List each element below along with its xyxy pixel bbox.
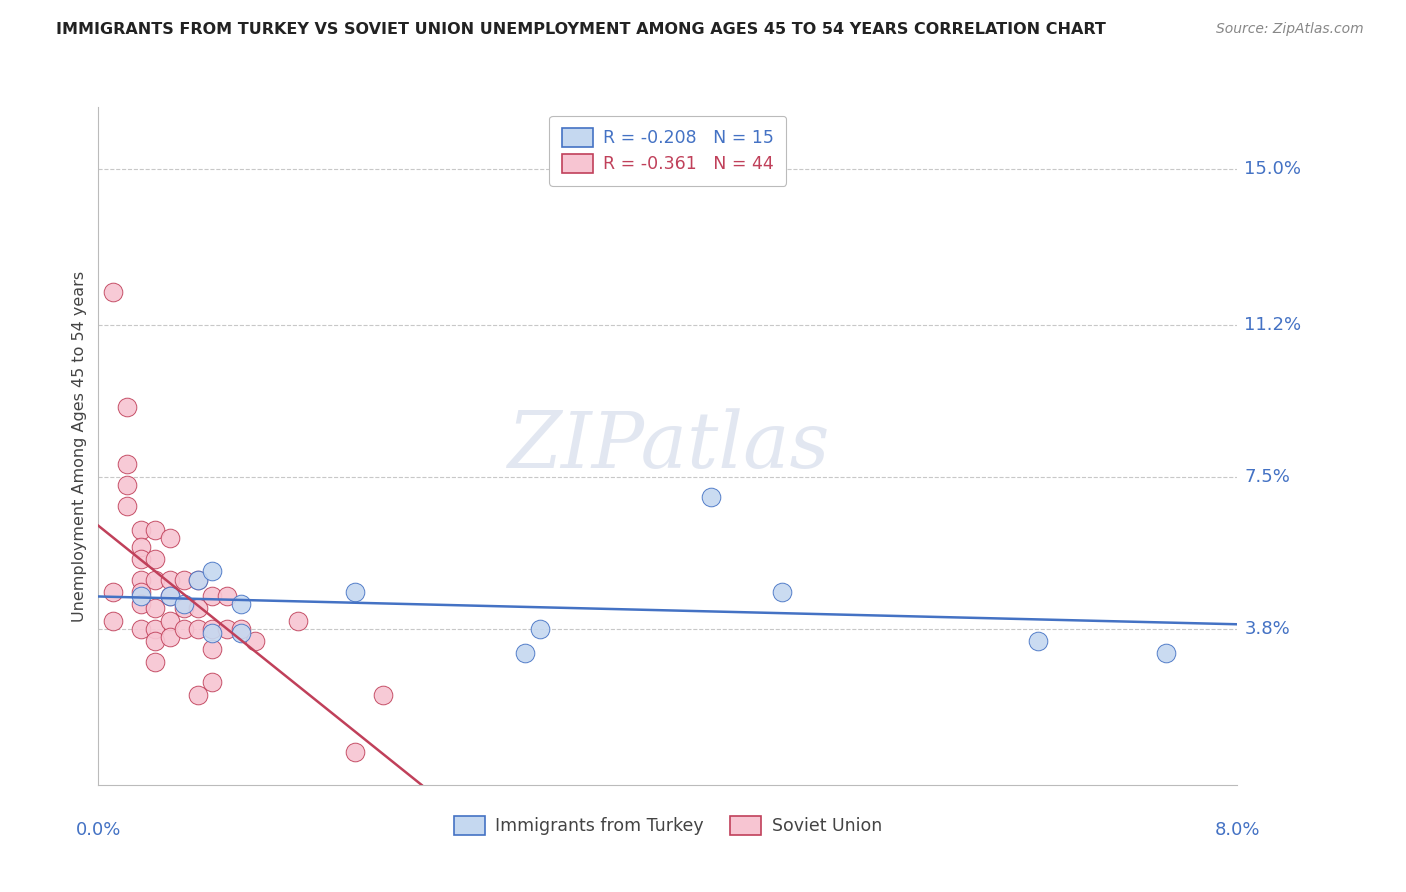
Point: [145, 622, 167, 636]
Point: [287, 614, 309, 628]
Point: [145, 573, 167, 587]
Point: [201, 589, 224, 603]
Point: [343, 585, 366, 599]
Point: [187, 622, 209, 636]
Text: IMMIGRANTS FROM TURKEY VS SOVIET UNION UNEMPLOYMENT AMONG AGES 45 TO 54 YEARS CO: IMMIGRANTS FROM TURKEY VS SOVIET UNION U…: [56, 22, 1107, 37]
Text: 3.8%: 3.8%: [1244, 620, 1291, 638]
Point: [229, 597, 252, 611]
Point: [129, 622, 152, 636]
Point: [173, 597, 195, 611]
Point: [699, 491, 721, 505]
Point: [187, 688, 209, 702]
Y-axis label: Unemployment Among Ages 45 to 54 years: Unemployment Among Ages 45 to 54 years: [72, 270, 87, 622]
Point: [145, 655, 167, 669]
Point: [201, 675, 224, 690]
Point: [529, 622, 551, 636]
Legend: Immigrants from Turkey, Soviet Union: Immigrants from Turkey, Soviet Union: [446, 807, 890, 844]
Point: [145, 552, 167, 566]
Text: ZIPatlas: ZIPatlas: [506, 408, 830, 484]
Point: [101, 285, 124, 299]
Point: [229, 626, 252, 640]
Point: [159, 573, 181, 587]
Point: [159, 614, 181, 628]
Point: [129, 589, 152, 603]
Point: [115, 458, 138, 472]
Point: [115, 400, 138, 414]
Point: [129, 523, 152, 537]
Point: [229, 622, 252, 636]
Point: [101, 585, 124, 599]
Point: [129, 585, 152, 599]
Point: [201, 626, 224, 640]
Point: [129, 552, 152, 566]
Text: 7.5%: 7.5%: [1244, 467, 1291, 486]
Point: [145, 601, 167, 615]
Point: [159, 630, 181, 644]
Text: 15.0%: 15.0%: [1244, 160, 1302, 178]
Text: 11.2%: 11.2%: [1244, 316, 1302, 334]
Point: [515, 647, 537, 661]
Point: [159, 589, 181, 603]
Point: [187, 573, 209, 587]
Point: [129, 597, 152, 611]
Point: [215, 622, 238, 636]
Point: [129, 540, 152, 554]
Point: [145, 523, 167, 537]
Text: Source: ZipAtlas.com: Source: ZipAtlas.com: [1216, 22, 1364, 37]
Point: [187, 601, 209, 615]
Point: [1154, 647, 1177, 661]
Point: [215, 589, 238, 603]
Point: [173, 573, 195, 587]
Point: [770, 585, 793, 599]
Point: [173, 622, 195, 636]
Point: [201, 642, 224, 657]
Point: [115, 478, 138, 492]
Point: [159, 589, 181, 603]
Point: [1026, 634, 1049, 648]
Text: 8.0%: 8.0%: [1215, 821, 1260, 838]
Point: [201, 564, 224, 578]
Point: [371, 688, 394, 702]
Point: [343, 745, 366, 759]
Text: 0.0%: 0.0%: [76, 821, 121, 838]
Point: [201, 622, 224, 636]
Point: [173, 601, 195, 615]
Point: [145, 634, 167, 648]
Point: [187, 573, 209, 587]
Point: [243, 634, 266, 648]
Point: [101, 614, 124, 628]
Point: [159, 532, 181, 546]
Point: [129, 573, 152, 587]
Point: [115, 499, 138, 513]
